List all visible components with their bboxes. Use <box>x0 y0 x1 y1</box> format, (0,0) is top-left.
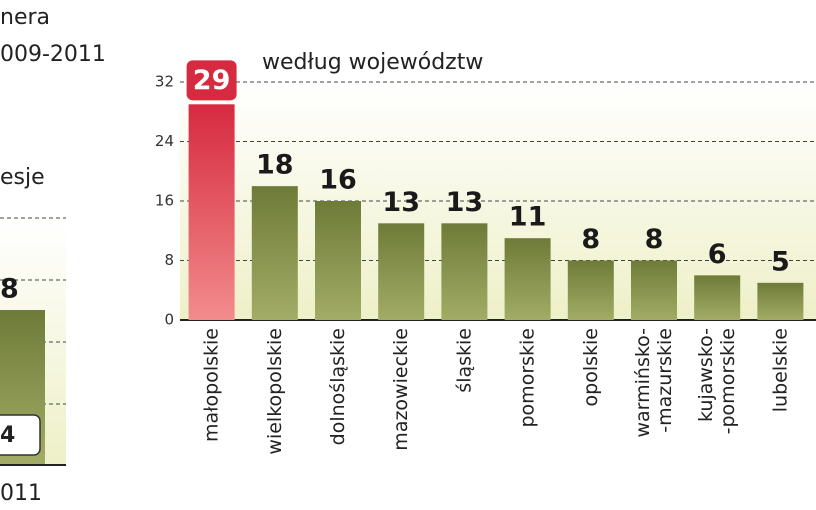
x-tick-label: małopolskie <box>200 328 222 442</box>
bar <box>188 104 235 320</box>
x-tick-label: lubelskie <box>769 328 791 412</box>
bar <box>631 260 677 320</box>
bar <box>251 186 298 320</box>
value-label: 5 <box>771 246 790 277</box>
x-tick-label: wielkopolskie <box>263 328 285 455</box>
y-tick-label: 0 <box>164 311 174 329</box>
value-label: 13 <box>446 187 484 218</box>
left-subtitle: esje <box>0 165 45 190</box>
left-value-label: 8 <box>0 274 19 305</box>
left-title: nera <box>0 5 50 30</box>
x-tick-label: warmińsko--mazurskie <box>632 328 676 438</box>
value-label: 8 <box>581 224 600 255</box>
value-label: 16 <box>319 165 357 196</box>
value-label: 11 <box>509 202 547 233</box>
x-tick-label: pomorskie <box>516 328 538 428</box>
bar <box>378 223 425 320</box>
x-tick-label: śląskie <box>453 328 475 393</box>
value-label: 18 <box>256 150 294 181</box>
left-value-label: 4 <box>0 423 15 448</box>
y-tick-label: 32 <box>155 73 174 91</box>
x-tick-label: mazowieckie <box>390 328 412 451</box>
value-label: 8 <box>645 224 664 255</box>
x-tick-label: opolskie <box>579 328 601 406</box>
left-category: 011 <box>0 481 42 506</box>
y-tick-label: 8 <box>164 251 174 269</box>
x-tick-label: dolnośląskie <box>327 328 349 445</box>
bar <box>315 201 361 320</box>
y-tick-label: 24 <box>155 132 174 150</box>
value-label: 13 <box>382 187 420 218</box>
value-label-box <box>186 60 237 101</box>
x-tick-label: kujawsko--pomorskie <box>695 328 739 434</box>
bar <box>757 282 804 320</box>
left-label-box <box>0 414 41 456</box>
bar <box>441 223 488 320</box>
chart-subtitle: według województw <box>262 50 483 75</box>
y-tick-label: 16 <box>155 192 174 210</box>
value-label: 29 <box>193 65 231 96</box>
bar <box>504 238 551 320</box>
left-title: 009-2011 <box>0 42 106 67</box>
bar <box>694 275 741 320</box>
bar <box>567 260 614 320</box>
value-label: 6 <box>708 239 727 270</box>
